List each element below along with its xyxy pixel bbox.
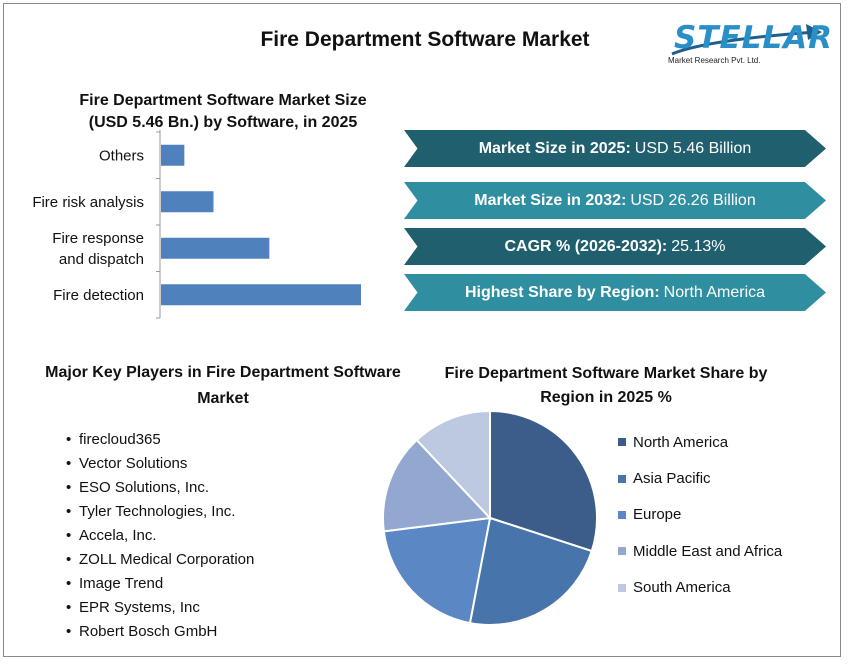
bullet-icon: • (66, 551, 72, 568)
bullet-icon: • (66, 599, 72, 616)
infographic-frame (3, 3, 841, 657)
stat-banner-value: USD 5.46 Billion (634, 139, 752, 157)
bar-category-label: Fire risk analysis (32, 194, 144, 211)
pie-chart-title-line1: Fire Department Software Market Share by (444, 365, 768, 382)
player-name: Accela, Inc. (79, 527, 157, 544)
logo-wordmark: STELLAR (674, 20, 834, 56)
legend-label: Asia Pacific (633, 470, 711, 488)
player-name: ZOLL Medical Corporation (79, 551, 255, 568)
stat-banner: Highest Share by Region: North America (404, 274, 826, 311)
bar-chart-title-line1: Fire Department Software Market Size (79, 92, 367, 109)
bar-category-label: Others (99, 147, 144, 164)
bullet-icon: • (66, 623, 72, 640)
stat-banner-value: USD 26.26 Billion (630, 191, 756, 209)
bullet-icon: • (66, 527, 72, 544)
pie-slice-north-america (489, 409, 598, 553)
player-list-item: • EPR Systems, Inc (66, 596, 254, 620)
pie-slice-middle-east-and-africa (382, 438, 493, 533)
legend-item: South America (618, 570, 782, 606)
player-list-item: • Vector Solutions (66, 452, 254, 476)
pie-legend: North America Asia Pacific Europe Middle Ea… (618, 424, 782, 606)
legend-label: North America (633, 433, 729, 451)
player-list-item: • ESO Solutions, Inc. (66, 476, 254, 500)
bar-fire-detection (161, 284, 361, 306)
bullet-icon: • (66, 503, 72, 520)
legend-item: North America (618, 424, 782, 460)
bar-category-label: Fire response and dispatch (52, 230, 144, 268)
stat-banner-label: Market Size in 2025: (478, 139, 631, 157)
bullet-icon: • (66, 479, 72, 496)
bullet-icon: • (66, 575, 72, 592)
stat-banner-label: CAGR % (2026-2032): (504, 237, 668, 255)
player-name: Tyler Technologies, Inc. (79, 503, 236, 520)
pie-slice-asia-pacific (468, 516, 594, 626)
legend-swatch (618, 438, 626, 447)
legend-swatch (618, 474, 626, 483)
players-title-line1: Major Key Players in Fire Department Sof… (45, 364, 401, 381)
stat-banner: Market Size in 2025: USD 5.46 Billion (404, 130, 826, 167)
player-list-item: • Robert Bosch GmbH (66, 620, 254, 644)
stellar-logo: STELLAR Market Research Pvt. Ltd. (666, 14, 832, 70)
legend-item: Europe (618, 497, 782, 533)
players-title-line2: Market (197, 390, 249, 407)
stat-banner-label: Market Size in 2032: (474, 191, 627, 209)
stat-banner-value: North America (663, 283, 766, 301)
player-list-item: • Image Trend (66, 572, 254, 596)
player-name: EPR Systems, Inc (79, 599, 200, 616)
legend-item: Middle East and Africa (618, 533, 782, 569)
software-bar-chart: Fire detection Fire response and dispatch F… (32, 130, 361, 319)
player-name: firecloud365 (79, 431, 161, 448)
legend-label: Middle East and Africa (633, 542, 783, 560)
bar-fire-risk-analysis (161, 191, 214, 213)
logo-swoosh-icon (671, 24, 822, 56)
stat-banner-value: 25.13% (671, 237, 726, 255)
bar-chart-title-line2: (USD 5.46 Bn.) by Software, in 2025 (88, 114, 358, 131)
bar-fire-response-and-dispatch (161, 237, 270, 259)
pie-chart-title: Fire Department Software Market Share by… (420, 362, 792, 410)
legend-label: Europe (633, 506, 682, 524)
pie-slice-south-america (415, 409, 491, 521)
bar-chart-title: Fire Department Software Market Size (US… (58, 90, 388, 134)
player-name: ESO Solutions, Inc. (79, 479, 210, 496)
logo-subtitle: Market Research Pvt. Ltd. (668, 56, 761, 65)
legend-swatch (618, 547, 626, 556)
bullet-icon: • (66, 455, 72, 472)
stat-banner: Market Size in 2032: USD 26.26 Billion (404, 182, 826, 219)
player-list-item: • firecloud365 (66, 428, 254, 452)
player-list-item: • Tyler Technologies, Inc. (66, 500, 254, 524)
stat-banner-label: Highest Share by Region: (464, 283, 660, 301)
stat-banner: CAGR % (2026-2032): 25.13% (404, 228, 826, 265)
legend-swatch (618, 510, 626, 519)
player-name: Robert Bosch GmbH (79, 623, 218, 640)
bar-category-label: Fire detection (53, 287, 144, 304)
player-name: Image Trend (79, 575, 164, 592)
page-title: Fire Department Software Market (260, 28, 590, 51)
player-name: Vector Solutions (79, 455, 188, 472)
players-list: • firecloud365 • Vector Solutions • ESO Solut… (66, 428, 254, 644)
pie-slice-europe (382, 516, 492, 625)
legend-label: South America (633, 579, 731, 597)
legend-item: Asia Pacific (618, 460, 782, 496)
pie-chart-title-line2: Region in 2025 % (540, 389, 672, 406)
region-pie-chart (382, 409, 598, 626)
players-title: Major Key Players in Fire Department Sof… (30, 360, 416, 412)
player-list-item: • ZOLL Medical Corporation (66, 548, 254, 572)
player-list-item: • Accela, Inc. (66, 524, 254, 548)
bar-others (161, 144, 185, 166)
bullet-icon: • (66, 431, 72, 448)
legend-swatch (618, 583, 626, 592)
